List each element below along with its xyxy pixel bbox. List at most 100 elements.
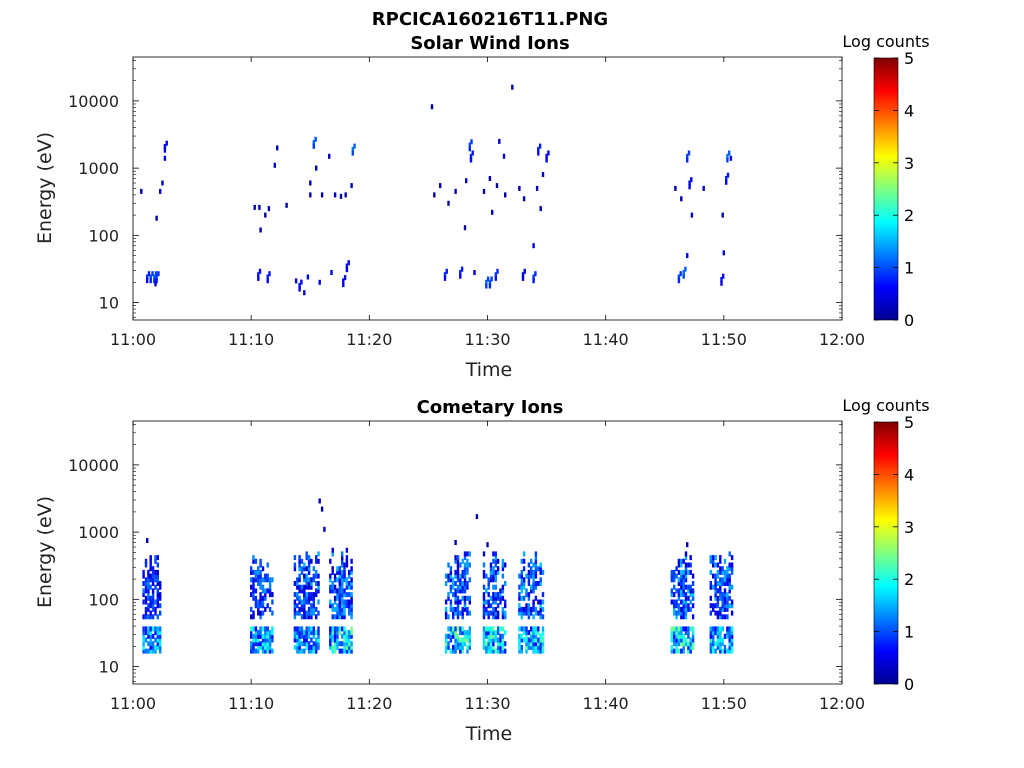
heatmap-cell xyxy=(449,599,453,605)
heatmap-cell xyxy=(331,644,334,650)
heatmap-cell xyxy=(494,633,497,639)
heatmap-cell xyxy=(343,614,346,620)
heatmap-cell xyxy=(296,641,299,647)
heatmap-cell xyxy=(336,630,339,636)
colorbar-label: Log counts xyxy=(842,396,929,415)
heatmap-cell xyxy=(343,599,346,605)
heatmap-cell xyxy=(307,648,311,654)
heatmap-cell xyxy=(147,595,150,601)
heatmap-cell xyxy=(456,558,460,564)
heatmap-cell xyxy=(456,584,460,590)
heatmap-cell xyxy=(315,592,318,598)
heatmap-cell xyxy=(449,577,453,583)
heatmap-cell xyxy=(545,157,548,163)
heatmap-cell xyxy=(336,588,339,594)
heatmap-cell xyxy=(504,603,507,609)
heatmap-cell xyxy=(259,562,262,568)
heatmap-cell xyxy=(303,606,306,612)
heatmap-cell xyxy=(518,648,521,654)
heatmap-cell xyxy=(534,555,538,561)
heatmap-cell xyxy=(452,626,455,632)
heatmap-cell xyxy=(534,584,538,590)
heatmap-cell xyxy=(348,603,351,609)
heatmap-cell xyxy=(298,606,301,612)
heatmap-cell xyxy=(482,562,486,568)
heatmap-cell xyxy=(466,595,469,601)
heatmap-cell xyxy=(492,630,495,636)
heatmap-cell xyxy=(487,592,490,598)
heatmap-cell xyxy=(273,162,276,168)
heatmap-cell xyxy=(461,614,464,620)
heatmap-cell xyxy=(689,648,692,654)
heatmap-cell xyxy=(305,599,308,605)
heatmap-cell xyxy=(336,610,339,616)
heatmap-cell xyxy=(525,648,528,654)
heatmap-cell xyxy=(726,592,729,598)
heatmap-cell xyxy=(151,626,155,632)
heatmap-cell xyxy=(266,630,269,636)
heatmap-cell xyxy=(499,637,502,643)
heatmap-cell xyxy=(463,573,467,579)
heatmap-cell xyxy=(259,577,262,583)
heatmap-cell xyxy=(454,581,457,586)
heatmap-cell xyxy=(257,603,260,609)
heatmap-cell xyxy=(317,626,320,632)
heatmap-cell xyxy=(309,180,312,186)
heatmap-cell xyxy=(461,595,464,601)
heatmap-cell xyxy=(264,595,267,601)
heatmap-cell xyxy=(155,215,158,221)
heatmap-cell xyxy=(461,648,464,654)
heatmap-cell xyxy=(336,637,339,643)
heatmap-cell xyxy=(466,610,469,616)
heatmap-cell xyxy=(252,595,255,601)
heatmap-cell xyxy=(675,588,678,594)
heatmap-cell xyxy=(712,637,715,643)
heatmap-cell xyxy=(333,573,337,579)
heatmap-cell xyxy=(341,573,344,579)
heatmap-cell xyxy=(261,610,265,616)
heatmap-cell xyxy=(351,150,354,156)
heatmap-cell xyxy=(487,577,490,583)
heatmap-cell xyxy=(466,644,469,650)
heatmap-cell xyxy=(485,648,488,654)
heatmap-cell xyxy=(680,606,683,612)
heatmap-cell xyxy=(677,630,681,636)
heatmap-cell xyxy=(729,155,733,161)
heatmap-cell xyxy=(254,588,258,594)
heatmap-cell xyxy=(527,641,531,647)
heatmap-cell xyxy=(252,641,255,647)
heatmap-cell xyxy=(341,610,344,616)
heatmap-cell xyxy=(709,555,712,561)
heatmap-cell xyxy=(461,573,464,579)
heatmap-cell xyxy=(449,584,453,590)
heatmap-cell xyxy=(454,558,457,564)
heatmap-cell xyxy=(333,630,337,636)
heatmap-cell xyxy=(463,569,467,575)
heatmap-cell xyxy=(714,555,717,561)
heatmap-cell xyxy=(496,595,500,601)
heatmap-cell xyxy=(541,648,545,654)
heatmap-cell xyxy=(689,626,692,632)
heatmap-cell xyxy=(336,603,339,609)
heatmap-cell xyxy=(312,599,315,605)
heatmap-cell xyxy=(532,626,535,632)
panel-title: Cometary Ions xyxy=(417,397,564,418)
heatmap-cell xyxy=(522,581,526,586)
heatmap-cell xyxy=(305,555,308,561)
heatmap-cell xyxy=(144,562,148,568)
heatmap-cell xyxy=(331,648,334,654)
heatmap-cell xyxy=(501,558,505,564)
heatmap-cell xyxy=(485,606,488,612)
heatmap-cell xyxy=(485,588,488,594)
heatmap-cell xyxy=(144,630,148,636)
heatmap-cell xyxy=(341,599,344,605)
heatmap-cell xyxy=(539,599,542,605)
heatmap-cell xyxy=(317,573,320,579)
heatmap-cell xyxy=(723,581,727,586)
heatmap-cell xyxy=(343,626,346,632)
heatmap-cell xyxy=(712,584,715,590)
heatmap-cell xyxy=(142,644,145,650)
heatmap-cell xyxy=(728,633,731,639)
heatmap-cell xyxy=(494,648,497,654)
heatmap-cell xyxy=(444,633,448,639)
